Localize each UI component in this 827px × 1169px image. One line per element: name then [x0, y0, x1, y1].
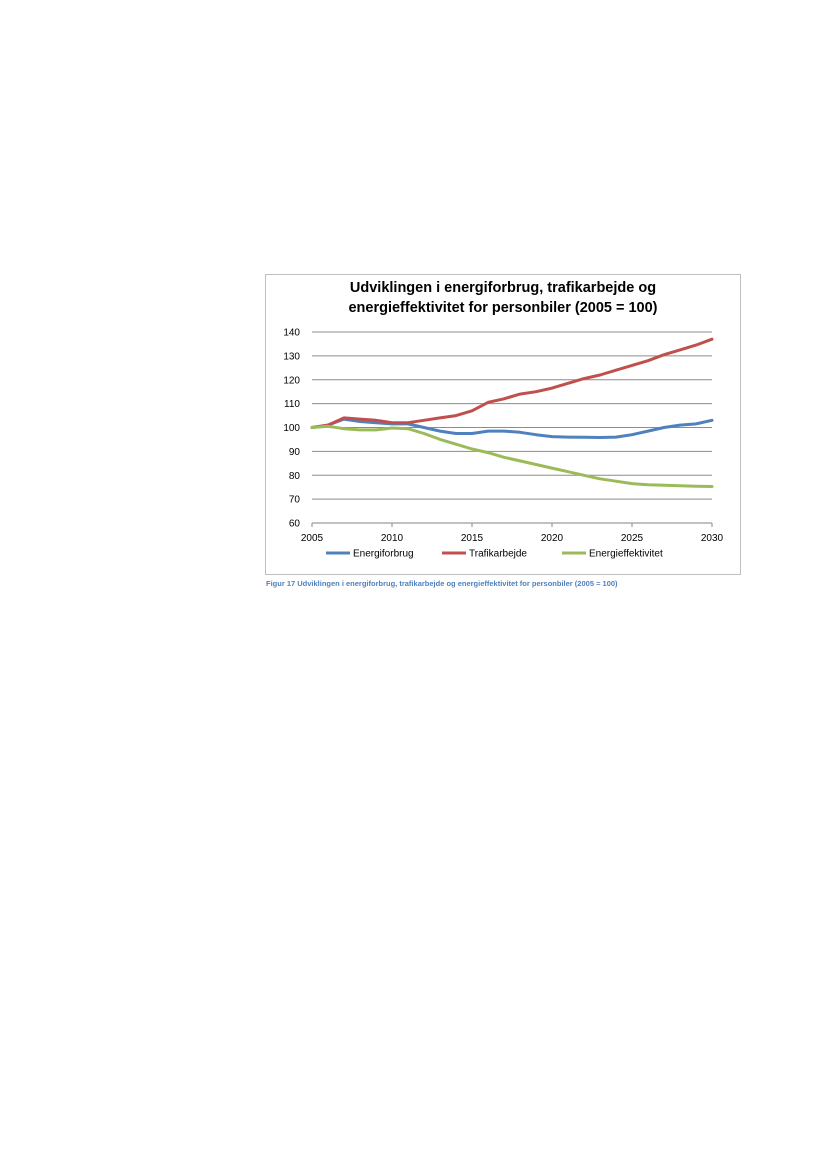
- x-tick-label: 2025: [621, 533, 644, 544]
- chart-title-line-2: energieffektivitet for personbiler (2005…: [348, 300, 658, 316]
- series-line-energieffektivitet: [310, 424, 714, 488]
- series-line-trafikarbejde: [310, 337, 714, 429]
- x-tick-label: 2030: [701, 533, 724, 544]
- chart-container: Udviklingen i energiforbrug, trafikarbej…: [265, 274, 741, 575]
- y-tick-label: 130: [283, 351, 300, 362]
- y-tick-label: 100: [283, 423, 300, 434]
- chart-title: Udviklingen i energiforbrug, trafikarbej…: [266, 278, 740, 318]
- x-tick-label: 2005: [301, 533, 324, 544]
- y-tick-label: 140: [283, 328, 300, 339]
- legend-label-trafikarbejde: Trafikarbejde: [469, 549, 527, 560]
- x-tick-label: 2015: [461, 533, 484, 544]
- y-tick-label: 80: [289, 471, 301, 482]
- x-tick-label: 2020: [541, 533, 564, 544]
- y-tick-label: 70: [289, 495, 301, 506]
- figure-caption: Figur 17 Udviklingen i energiforbrug, tr…: [266, 579, 618, 588]
- series-line-energiforbrug: [310, 417, 714, 439]
- y-tick-label: 90: [289, 447, 301, 458]
- legend-label-energieffektivitet: Energieffektivitet: [589, 549, 663, 560]
- y-tick-label: 120: [283, 375, 300, 386]
- line-chart: 60 70 80 90 100 110 120 130 140 2005 2010 2015 2020 2…: [283, 328, 724, 560]
- legend-label-energiforbrug: Energiforbrug: [353, 549, 414, 560]
- y-tick-label: 60: [289, 519, 301, 530]
- chart-title-line-1: Udviklingen i energiforbrug, trafikarbej…: [349, 280, 657, 296]
- x-tick-label: 2010: [381, 533, 404, 544]
- y-tick-label: 110: [284, 399, 300, 410]
